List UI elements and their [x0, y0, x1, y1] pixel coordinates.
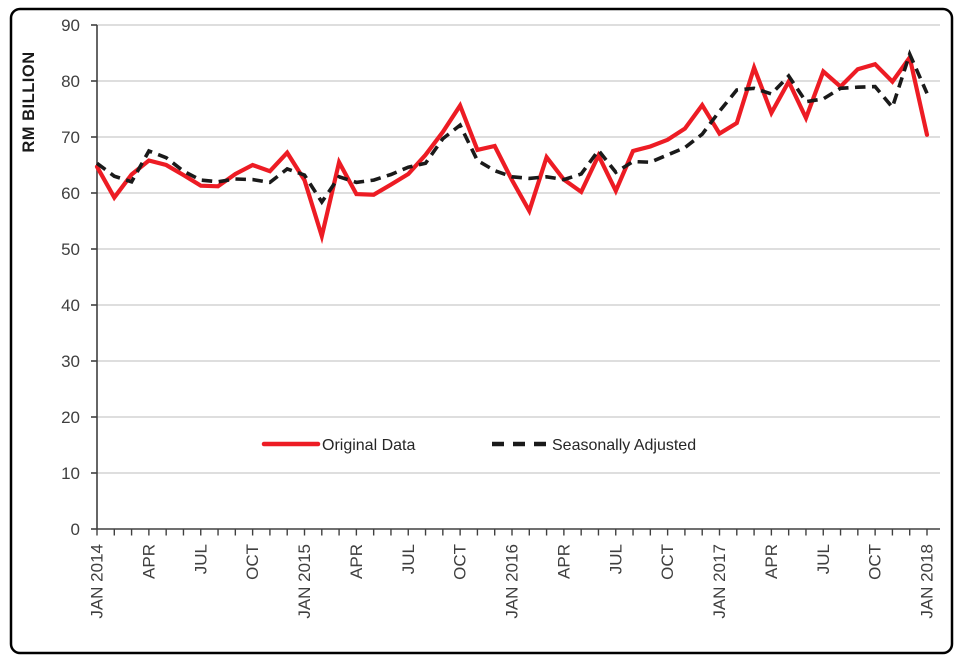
y-tick-label: 0	[71, 520, 80, 539]
y-tick-label: 30	[61, 352, 80, 371]
x-tick-label: OCT	[451, 544, 470, 580]
x-tick-label: JUL	[814, 544, 833, 574]
x-tick-label: JAN 2016	[503, 544, 522, 619]
y-tick-label: 50	[61, 240, 80, 259]
x-axis-ticks	[96, 529, 928, 536]
x-tick-label: APR	[139, 544, 158, 579]
y-tick-label: 80	[61, 72, 80, 91]
y-axis-title: RM BILLION	[20, 51, 38, 152]
x-tick-label: JAN 2015	[295, 544, 314, 619]
seasonally-adjusted-line	[95, 49, 929, 206]
x-tick-label: APR	[554, 544, 573, 579]
x-tick-label: JUL	[606, 544, 625, 574]
x-tick-label: JAN 2018	[918, 544, 937, 619]
x-tick-label: APR	[762, 544, 781, 579]
x-tick-label: JAN 2014	[88, 544, 107, 619]
x-tick-label: APR	[347, 544, 366, 579]
y-axis-tick-labels: 0 10 20 30 40 50 60 70 80 90	[61, 16, 80, 539]
original-data-line	[94, 52, 930, 245]
y-axis-ticks	[91, 24, 97, 530]
x-tick-label: OCT	[658, 544, 677, 580]
y-tick-label: 60	[61, 184, 80, 203]
y-tick-label: 90	[61, 16, 80, 35]
x-tick-label: JUL	[191, 544, 210, 574]
x-tick-label: OCT	[866, 544, 885, 580]
legend-original-label: Original Data	[322, 437, 415, 454]
x-tick-label: OCT	[243, 544, 262, 580]
x-tick-label: JUL	[399, 544, 418, 574]
x-axis-tick-labels: JAN 2014 APR JUL OCT JAN 2015 APR JUL OCT JAN 20…	[88, 544, 937, 619]
y-tick-label: 20	[61, 408, 80, 427]
legend: Original Data Seasonally Adjusted	[261, 437, 696, 454]
y-tick-label: 70	[61, 128, 80, 147]
x-tick-label: JAN 2017	[710, 544, 729, 619]
legend-adjusted-label: Seasonally Adjusted	[552, 437, 696, 454]
y-tick-label: 10	[61, 464, 80, 483]
y-tick-label: 40	[61, 296, 80, 315]
